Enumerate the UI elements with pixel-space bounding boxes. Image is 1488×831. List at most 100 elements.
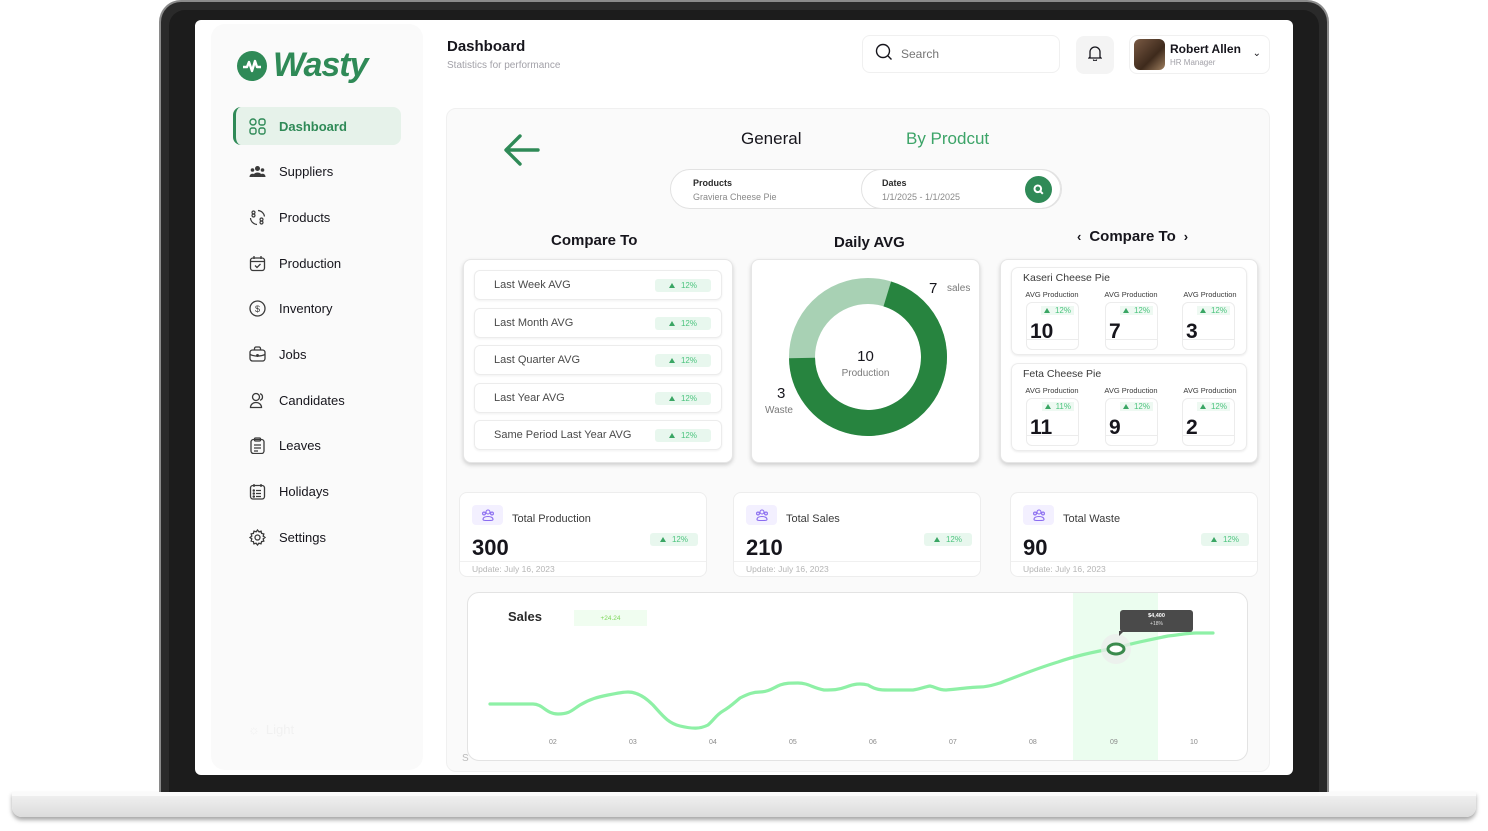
x-tick: 08 [1029,739,1037,746]
sidebar-item-inventory[interactable]: $ Inventory [233,290,401,328]
avatar [1134,39,1165,70]
sidebar-item-settings[interactable]: Settings [233,518,401,556]
users-group-icon [248,163,266,181]
gear-icon [248,528,266,546]
product-compare-card[interactable]: Kaseri Cheese Pie AVG Production 12% 10 A… [1011,267,1247,355]
dates-filter-label: Dates [882,178,907,188]
x-tick: 09 [1110,739,1118,746]
notifications-button[interactable] [1076,36,1114,74]
sidebar-item-label: Candidates [279,392,345,408]
waste-label: Waste [765,405,793,416]
sidebar-item-suppliers[interactable]: Suppliers [233,153,401,191]
user-name: Robert Allen [1170,42,1241,56]
clipboard-icon [248,437,266,455]
compare-row[interactable]: Last Year AVG 12% [474,382,722,413]
users-icon [746,505,777,525]
search-input[interactable] [901,47,1041,61]
filter-search-button[interactable] [1025,176,1052,203]
sidebar-item-dashboard[interactable]: Dashboard [233,107,401,145]
app-screen: Wasty Dashboard Suppliers Products Produ… [195,20,1293,775]
user-role: HR Manager [1170,58,1216,67]
trend-up-icon [1122,308,1129,313]
trend-badge: 12% [655,391,711,405]
sales-delta-badge: +24.24 [574,610,647,626]
compare-products-title: Compare To [1089,228,1176,245]
chevron-right-icon[interactable]: › [1183,229,1189,244]
theme-toggle[interactable]: ☼ Light [248,722,294,737]
stat-label: Total Waste [1063,513,1121,525]
sidebar-item-label: Production [279,255,342,271]
logo: Wasty [237,46,369,85]
trend-badge: 12% [655,429,711,442]
x-tick: 07 [949,739,957,746]
sidebar-item-leaves[interactable]: Leaves [233,427,401,465]
laptop-base [12,792,1476,817]
sidebar-item-candidates[interactable]: Candidates [233,381,401,419]
products-filter-value: Graviera Cheese Pie [693,192,777,202]
sidebar-item-label: Jobs [279,346,307,362]
sidebar-item-label: Holidays [279,484,329,499]
daily-avg-title: Daily AVG [834,234,905,251]
sidebar-item-holidays[interactable]: Holidays [233,473,401,511]
products-filter[interactable]: Products Graviera Cheese Pie [671,170,863,208]
back-button[interactable] [503,133,541,172]
page-subtitle: Statistics for performance [447,60,561,71]
trend-badge: 12% [923,533,972,546]
sidebar-item-products[interactable]: Products [233,198,401,236]
donut-center-label: Production [841,368,890,379]
trend-up-icon [668,358,675,363]
calendar-check-icon [248,254,266,272]
product-metric: AVG Production 12% 2 [1180,386,1240,446]
product-metric: AVG Production 11% 11 [1022,386,1082,446]
stat-update: Update: July 16, 2023 [472,564,555,574]
dates-filter-value: 1/1/2025 - 1/1/2025 [882,192,961,202]
tab-general[interactable]: General [741,129,802,148]
trend-badge: 12% [1196,306,1230,315]
logo-text: Wasty [273,46,369,84]
sidebar-item-production[interactable]: Production [233,244,401,282]
compare-row-label: Last Quarter AVG [494,354,581,366]
filter-bar: Products Graviera Cheese Pie Dates 1/1/2… [670,169,1062,209]
products-cycle-icon [248,208,266,226]
stat-update: Update: July 16, 2023 [746,564,829,574]
divider [1011,561,1257,562]
compare-row[interactable]: Last Month AVG 12% [474,307,722,338]
users-icon [1023,505,1054,525]
compare-row[interactable]: Same Period Last Year AVG 12% [474,420,722,450]
calendar-list-icon [248,483,266,501]
stat-card-total-production[interactable]: Total Production 300 12% Update: July 16… [459,492,707,577]
chevron-down-icon: ⌄ [1252,48,1261,59]
product-name: Feta Cheese Pie [1023,368,1102,380]
user-profile-menu[interactable]: Robert Allen HR Manager ⌄ [1129,35,1270,74]
trend-badge: 12% [1119,306,1153,315]
tab-by-product[interactable]: By Prodcut [906,129,990,148]
search-icon [875,43,893,66]
search-box[interactable] [862,35,1060,73]
sales-chart-title: Sales [508,609,542,624]
sidebar-item-jobs[interactable]: Jobs [233,335,401,373]
sales-label: sales [947,283,971,294]
trend-badge: 12% [1040,306,1074,315]
trend-badge: 12% [655,316,711,330]
sales-value: 7 [929,280,938,297]
compare-row[interactable]: Last Week AVG 12% [474,270,722,300]
chart-tooltip: $4,400 +18% [1119,610,1193,636]
dates-filter[interactable]: Dates 1/1/2025 - 1/1/2025 [861,169,1061,209]
sidebar-nav: Dashboard Suppliers Products Production … [233,107,401,564]
compare-row-label: Last Year AVG [494,391,565,404]
trend-up-icon [933,537,940,542]
sidebar-item-label: Dashboard [279,118,347,134]
trend-up-icon [1122,404,1129,409]
trend-up-icon [668,395,675,401]
product-compare-card[interactable]: Feta Cheese Pie AVG Production 11% 11 AVG… [1011,363,1247,451]
compare-row[interactable]: Last Quarter AVG 12% [474,345,722,375]
stat-card-total-sales[interactable]: Total Sales 210 12% Update: July 16, 202… [733,492,981,577]
x-tick: 05 [789,739,797,746]
stat-label: Total Sales [786,513,840,525]
page-title: Dashboard [447,38,526,55]
logo-icon [237,50,267,81]
stat-card-total-waste[interactable]: Total Waste 90 12% Update: July 16, 2023 [1010,492,1258,577]
dollar-circle-icon: $ [248,300,266,318]
chevron-left-icon[interactable]: ‹ [1077,229,1082,244]
donut-center-value: 10 [857,348,874,365]
